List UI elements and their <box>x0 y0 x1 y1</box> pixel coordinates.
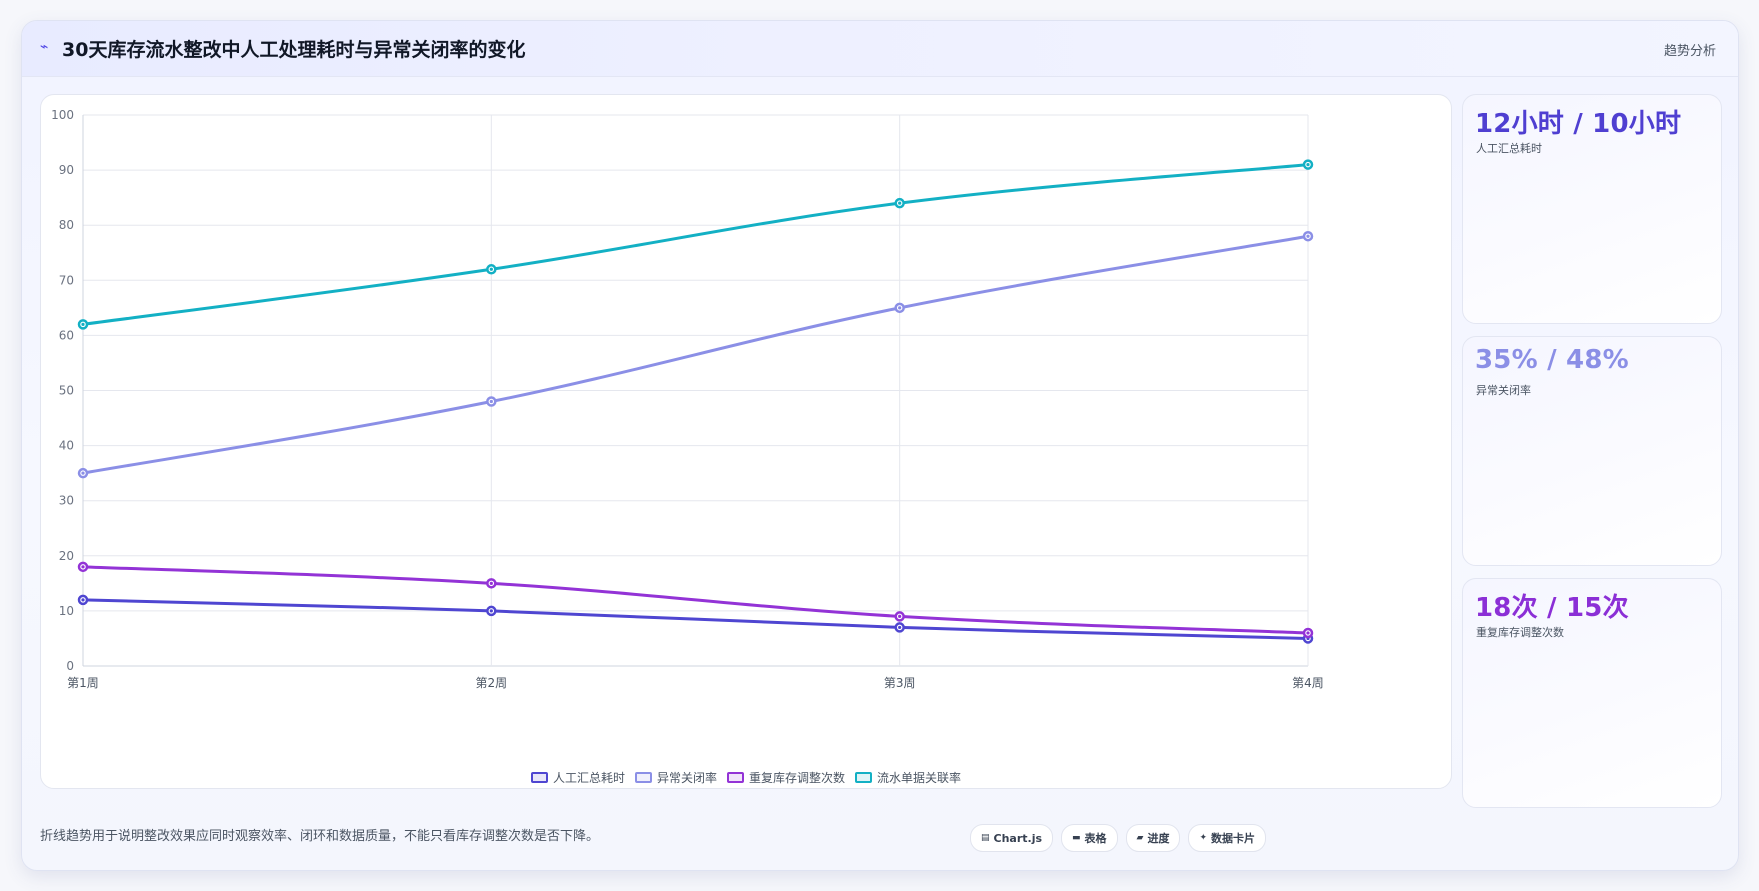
x-tick-label: 第4周 <box>1292 676 1324 690</box>
legend-swatch <box>634 772 652 783</box>
legend-label: 人工汇总耗时 <box>552 771 625 785</box>
panel-header: ⌁ 30天库存流水整改中人工处理耗时与异常关闭率的变化 趋势分析 <box>22 21 1738 77</box>
y-tick-label: 50 <box>59 384 74 398</box>
series-0 <box>77 594 1314 644</box>
legend-item[interactable]: 人工汇总耗时 <box>530 769 625 786</box>
chip-table[interactable]: ▬ 表格 <box>1061 824 1118 852</box>
table-icon: ▬ <box>1072 833 1081 843</box>
legend-swatch <box>855 772 873 783</box>
kpi-value: 35% / 48% <box>1475 345 1629 375</box>
data-point-core <box>898 625 902 630</box>
chart-card: 0 10 20 30 40 50 60 70 80 90 100 第1周 第2周 第3周 第4周 人工汇总耗… <box>40 94 1452 789</box>
trend-icon: ⌁ <box>40 39 49 55</box>
legend-item[interactable]: 流水单据关联率 <box>855 769 961 786</box>
series-3 <box>77 159 1314 330</box>
chip-label: Chart.js <box>993 831 1043 845</box>
x-tick-label: 第1周 <box>67 676 99 690</box>
y-tick-label: 70 <box>59 273 74 287</box>
series-line <box>81 598 1310 640</box>
legend-swatch <box>530 772 548 783</box>
data-point-core <box>1306 631 1310 635</box>
legend-item[interactable]: 异常关闭率 <box>634 769 717 786</box>
series-line <box>81 163 1310 326</box>
data-point-core <box>81 322 85 326</box>
chip-label: 进度 <box>1147 832 1170 845</box>
legend-label: 流水单据关联率 <box>877 771 962 785</box>
chip-label: 数据卡片 <box>1211 832 1256 845</box>
series-1 <box>77 230 1314 479</box>
chip-progress[interactable]: ▰ 进度 <box>1125 824 1181 852</box>
legend-label: 异常关闭率 <box>656 771 717 785</box>
footer-chips: ▤ Chart.js ▬ 表格 ▰ 进度 ✦ 数据卡片 <box>970 824 1267 852</box>
dashboard-panel: ⌁ 30天库存流水整改中人工处理耗时与异常关闭率的变化 趋势分析 0 10 20 30… <box>21 20 1739 871</box>
data-point-core <box>489 581 493 585</box>
y-tick-label: 90 <box>59 163 74 177</box>
footer-note: 折线趋势用于说明整改效果应同时观察效率、闭环和数据质量，不能只看库存调整次数是否… <box>40 829 600 844</box>
y-tick-label: 100 <box>51 108 74 122</box>
chip-chartjs[interactable]: ▤ Chart.js <box>970 824 1054 852</box>
y-tick-label: 0 <box>66 659 74 673</box>
series-2 <box>77 561 1314 639</box>
legend-item[interactable]: 重复库存调整次数 <box>727 769 845 786</box>
data-point-core <box>898 306 902 310</box>
data-point-core <box>898 614 902 619</box>
chip-data-card[interactable]: ✦ 数据卡片 <box>1188 824 1267 852</box>
y-tick-label: 60 <box>59 328 74 342</box>
y-tick-label: 30 <box>59 494 74 508</box>
x-tick-label: 第2周 <box>476 676 508 690</box>
kpi-value: 18次 / 15次 <box>1475 593 1629 623</box>
data-point-core <box>489 399 493 404</box>
series-line <box>81 565 1310 635</box>
header-tag[interactable]: 趋势分析 <box>1663 44 1716 59</box>
legend-label: 重复库存调整次数 <box>749 771 846 785</box>
data-point-core <box>81 565 85 569</box>
data-point-core <box>489 609 493 613</box>
y-tick-label: 80 <box>59 218 74 232</box>
line-chart: 0 10 20 30 40 50 60 70 80 90 100 第1周 第2周 第3周 第4周 <box>51 108 1324 690</box>
series-line <box>81 234 1310 475</box>
progress-icon: ▰ <box>1136 833 1144 843</box>
kpi-card-close-rate: 35% / 48% 异常关闭率 <box>1462 336 1722 566</box>
data-point-core <box>489 267 493 271</box>
chart-icon: ▤ <box>981 833 990 843</box>
y-tick-label: 20 <box>59 549 74 563</box>
data-point-core <box>1306 234 1310 238</box>
page-title: 30天库存流水整改中人工处理耗时与异常关闭率的变化 <box>62 39 526 61</box>
kpi-card-repeat-adjust: 18次 / 15次 重复库存调整次数 <box>1462 578 1722 808</box>
data-point-core <box>1306 162 1310 167</box>
data-point-core <box>81 598 85 602</box>
kpi-label: 重复库存调整次数 <box>1476 626 1564 639</box>
x-tick-label: 第3周 <box>884 676 916 690</box>
card-icon: ✦ <box>1199 833 1208 843</box>
kpi-label: 人工汇总耗时 <box>1476 142 1542 155</box>
chart-legend: 人工汇总耗时 异常关闭率 重复库存调整次数 流水单据关联率 <box>41 769 1451 786</box>
kpi-value: 12小时 / 10小时 <box>1475 109 1682 139</box>
data-point-core <box>81 471 85 475</box>
legend-swatch <box>727 772 744 783</box>
y-tick-label: 10 <box>59 604 74 618</box>
chip-label: 表格 <box>1084 832 1107 845</box>
kpi-label: 异常关闭率 <box>1476 384 1531 397</box>
data-point-core <box>898 201 902 205</box>
y-tick-label: 40 <box>59 439 74 453</box>
kpi-card-manual-time: 12小时 / 10小时 人工汇总耗时 <box>1462 94 1722 324</box>
